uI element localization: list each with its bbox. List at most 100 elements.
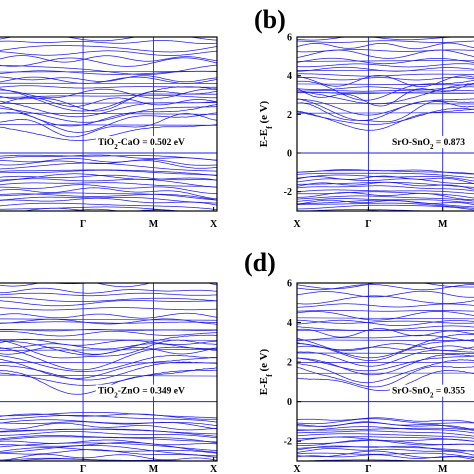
valence-band-line (0, 413, 217, 420)
conduction-band-line (297, 333, 474, 359)
y-tick-label: -2 (284, 187, 292, 198)
valence-band-line (0, 466, 217, 473)
valence-band-line (0, 159, 217, 169)
valence-band-line (0, 431, 217, 439)
flat-band-line (297, 339, 474, 341)
x-tick-label: X (293, 464, 301, 474)
valence-band-line (297, 170, 474, 175)
valence-band-line (297, 199, 474, 208)
annotation-bg (96, 384, 202, 397)
valence-band-line (0, 206, 185, 211)
panel-frame (296, 282, 474, 462)
valence-band-line (0, 184, 217, 194)
conduction-band-line (0, 343, 217, 350)
annotation-subscript: 2 (114, 143, 118, 151)
conduction-band-line (0, 334, 217, 356)
valence-band-line (297, 445, 474, 452)
valence-band-line (297, 459, 424, 461)
valence-band-line (297, 175, 474, 184)
valence-band-line (0, 419, 217, 427)
valence-band-line (0, 428, 217, 437)
conduction-band-line (0, 287, 217, 294)
y-axis-label-unit: (e V) (258, 348, 270, 374)
valence-band-line (0, 154, 217, 161)
flat-band-line (0, 112, 217, 115)
panel-c: XΓMXTiO2-ZnO = 0.349 eV (0, 270, 218, 474)
conduction-band-line (297, 66, 474, 72)
valence-band-line (297, 181, 474, 188)
conduction-band-line (297, 98, 474, 121)
conduction-band-line (0, 75, 217, 83)
conduction-band-line (0, 90, 217, 112)
x-tick-label: X (210, 464, 218, 474)
conduction-band-line (297, 359, 474, 384)
valence-band-line (297, 418, 474, 425)
valence-band-line (297, 422, 474, 431)
valence-band-line (0, 442, 217, 451)
valence-band-line (0, 462, 217, 470)
y-tick-label: 0 (287, 149, 292, 160)
conduction-band-line (0, 30, 217, 36)
y-tick-label: 2 (287, 358, 292, 369)
flat-band-line (0, 318, 217, 321)
valence-band-line (297, 436, 474, 442)
x-tick-label: Γ (365, 219, 371, 230)
conduction-band-line (297, 63, 474, 68)
x-tick-label: Γ (80, 464, 86, 474)
conduction-band-line (0, 37, 217, 42)
conduction-band-line (0, 270, 217, 274)
valence-band-line (297, 426, 474, 434)
conduction-band-line (297, 107, 474, 125)
valence-band-line (0, 208, 122, 211)
annotation-bg (390, 136, 474, 148)
valence-band-line (0, 202, 217, 210)
conduction-band-line (0, 94, 217, 99)
valence-band-line (0, 173, 217, 181)
y-tick-label: 6 (287, 33, 292, 44)
conduction-band-line (297, 86, 474, 91)
annotation-subscript: 2 (430, 392, 434, 400)
conduction-band-line (297, 319, 474, 326)
valence-band-line (0, 169, 217, 176)
conduction-band-line (0, 97, 217, 107)
conduction-band-line (297, 290, 474, 298)
valence-band-line (297, 417, 474, 424)
conduction-band-line (297, 334, 474, 342)
conduction-band-line (0, 55, 217, 63)
flat-band-line (297, 112, 474, 114)
conduction-band-line (0, 50, 217, 56)
conduction-band-line (0, 369, 217, 386)
annotation-bg (96, 136, 202, 148)
conduction-band-line (297, 303, 474, 308)
conduction-band-line (0, 104, 217, 127)
flat-band-line (297, 317, 474, 320)
conduction-band-line (0, 45, 217, 53)
valence-band-line (297, 433, 474, 439)
flat-band-line (0, 70, 217, 73)
flat-band-line (297, 352, 474, 354)
band-lines (297, 37, 474, 211)
conduction-band-line (297, 355, 474, 372)
annotation-subscript: 2 (114, 392, 118, 400)
conduction-band-line (0, 283, 217, 288)
valence-band-line (0, 428, 217, 435)
valence-band-line (0, 178, 217, 188)
valence-band-line (297, 430, 474, 437)
valence-band-line (0, 411, 217, 419)
conduction-band-line (297, 328, 474, 338)
x-tick-label: Γ (365, 464, 371, 474)
valence-band-line (0, 439, 217, 446)
x-tick-label: M (149, 219, 159, 230)
valence-band-line (0, 197, 217, 206)
valence-band-line (0, 196, 217, 204)
conduction-band-line (0, 57, 217, 67)
conduction-band-line (297, 365, 474, 388)
valence-band-line (0, 421, 217, 430)
valence-band-line (0, 435, 217, 444)
valence-band-line (0, 192, 217, 201)
conduction-band-line (0, 307, 217, 311)
valence-band-line (0, 445, 217, 457)
y-axis-label: E-Ef (e V) (258, 348, 274, 395)
